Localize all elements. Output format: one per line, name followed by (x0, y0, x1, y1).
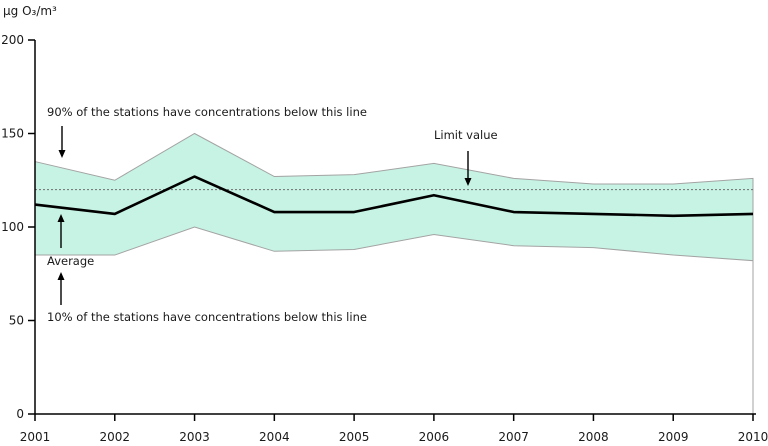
average-line (34, 175, 754, 218)
y-axis-unit-label: µg O₃/m³ (3, 4, 57, 18)
x-tick-label: 2008 (578, 430, 609, 444)
x-tick-label: 2004 (259, 430, 290, 444)
x-tick-label: 2007 (498, 430, 529, 444)
x-tick-label: 2001 (20, 430, 51, 444)
x-tick-label: 2009 (658, 430, 689, 444)
arrow-to-average-line-head (57, 214, 65, 222)
y-tick-label: 0 (16, 407, 24, 421)
y-tick-label: 50 (9, 314, 24, 328)
y-tick-label: 100 (1, 220, 24, 234)
x-tick-label: 2005 (339, 430, 370, 444)
x-tick-label: 2006 (419, 430, 450, 444)
x-tick-label: 2002 (100, 430, 131, 444)
x-tick-label: 2003 (179, 430, 210, 444)
annotation-average: Average (47, 254, 95, 268)
annotation-90th-percentile: 90% of the stations have concentrations … (47, 105, 367, 119)
arrow-to-90th-percentile-line-head (58, 150, 66, 158)
y-tick-label: 200 (1, 33, 24, 47)
y-tick-label: 150 (1, 127, 24, 141)
x-tick-label: 2010 (738, 430, 768, 444)
annotation-10th-percentile: 10% of the stations have concentrations … (47, 310, 367, 324)
arrow-to-10th-percentile-line-head (57, 272, 65, 280)
percentile-band (34, 132, 754, 262)
arrow-to-limit-value-line-head (464, 178, 472, 186)
annotation-limit-value: Limit value (434, 128, 498, 142)
